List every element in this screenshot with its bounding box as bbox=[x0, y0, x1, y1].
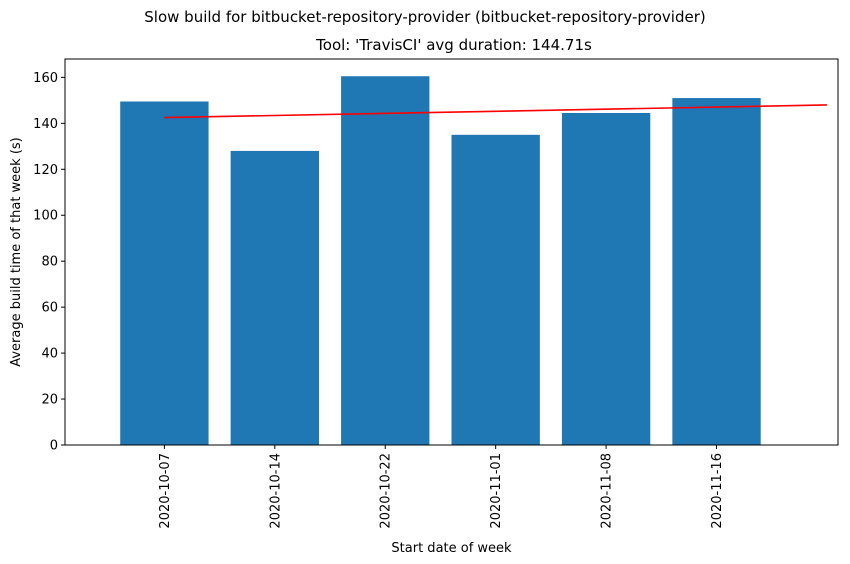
y-tick-label: 40 bbox=[41, 347, 58, 362]
x-tick-label: 2020-11-01 bbox=[489, 453, 504, 529]
x-tick-label: 2020-11-08 bbox=[600, 453, 615, 529]
y-tick-label: 120 bbox=[33, 163, 58, 178]
trendline-group bbox=[164, 104, 827, 119]
y-tick-label: 80 bbox=[41, 255, 58, 270]
x-tick-label: 2020-11-16 bbox=[710, 453, 725, 529]
trendline bbox=[164, 104, 827, 119]
y-tick-label: 60 bbox=[41, 301, 58, 316]
chart-subtitle: Tool: 'TravisCI' avg duration: 144.71s bbox=[316, 36, 592, 54]
x-axis-label: Start date of week bbox=[391, 541, 512, 556]
x-axis-ticks: 2020-10-07 2020-10-14 2020-10-22 2020-11-01… bbox=[158, 445, 725, 529]
y-tick-label: 0 bbox=[50, 439, 58, 454]
plot-frame bbox=[64, 58, 839, 446]
bar-2020-10-14 bbox=[230, 150, 319, 445]
x-tick-label: 2020-10-07 bbox=[158, 453, 173, 529]
bar-2020-10-07 bbox=[120, 101, 209, 445]
y-tick-label: 100 bbox=[33, 209, 58, 224]
x-tick-label: 2020-10-14 bbox=[268, 453, 283, 529]
y-tick-label: 160 bbox=[33, 71, 58, 86]
chart-title: Slow build for bitbucket-repository-prov… bbox=[144, 8, 706, 26]
bar-2020-11-08 bbox=[561, 112, 651, 445]
y-tick-label: 140 bbox=[33, 117, 58, 132]
bar-2020-11-01 bbox=[451, 134, 540, 446]
bar-2020-10-22 bbox=[341, 76, 430, 445]
bar-2020-11-16 bbox=[672, 98, 761, 446]
x-tick-label: 2020-10-22 bbox=[379, 453, 394, 529]
y-tick-label: 20 bbox=[41, 393, 58, 408]
y-axis-label: Average build time of that week (s) bbox=[9, 137, 24, 367]
y-axis-ticks: 0 20 40 60 80 100 120 140 160 bbox=[33, 71, 65, 454]
bars-group bbox=[120, 76, 761, 446]
